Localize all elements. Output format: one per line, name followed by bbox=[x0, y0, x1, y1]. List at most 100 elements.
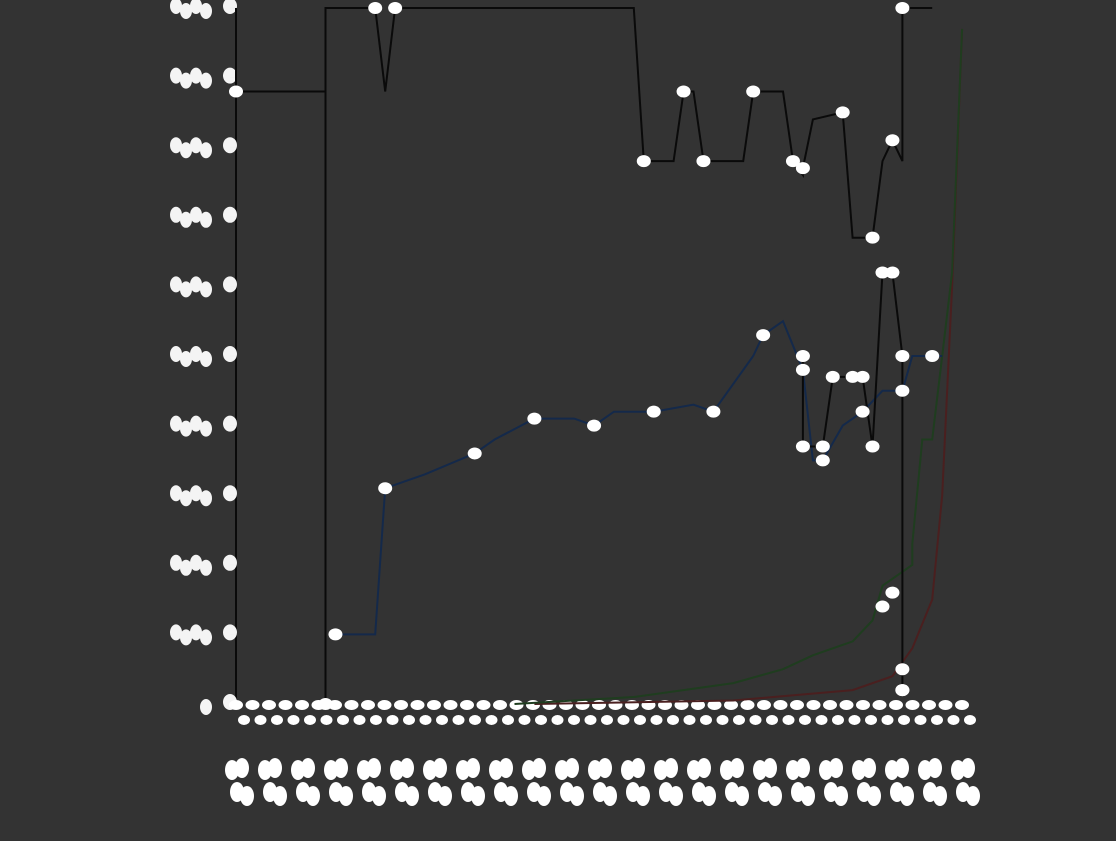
x-tick-label bbox=[324, 758, 353, 806]
x-tick-label bbox=[951, 758, 980, 806]
data-label-black bbox=[676, 85, 691, 98]
x-axis-dot bbox=[922, 700, 936, 710]
x-tick-dot bbox=[287, 715, 300, 725]
x-tick-label-glyph bbox=[697, 758, 711, 778]
x-tick-label-glyph bbox=[735, 786, 749, 806]
y-tick-label bbox=[170, 485, 237, 507]
data-label-blue bbox=[795, 363, 810, 376]
x-tick-label-glyph bbox=[669, 786, 683, 806]
x-tick-label bbox=[720, 758, 749, 806]
x-tick-label bbox=[522, 758, 551, 806]
x-tick-dot bbox=[617, 715, 630, 725]
x-tick-label-glyph bbox=[768, 786, 782, 806]
x-tick-label-glyph bbox=[532, 758, 546, 778]
y-tick-label-glyph bbox=[223, 137, 237, 154]
x-tick-dot bbox=[667, 715, 679, 725]
x-tick-label-glyph bbox=[504, 786, 518, 806]
y-tick-label-glyph bbox=[190, 624, 202, 641]
x-axis-dot bbox=[526, 700, 540, 710]
data-label-green bbox=[875, 600, 890, 613]
x-tick-label-glyph bbox=[763, 758, 777, 778]
x-tick-dot bbox=[650, 715, 663, 725]
data-label-blue bbox=[587, 419, 602, 432]
data-label-black bbox=[885, 134, 900, 147]
x-axis-dot bbox=[724, 700, 738, 710]
x-tick-label-glyph bbox=[438, 786, 452, 806]
y-tick-label-glyph bbox=[170, 346, 182, 362]
x-tick-label-glyph bbox=[966, 786, 980, 806]
x-tick-label-glyph bbox=[862, 758, 876, 778]
x-tick-dot bbox=[485, 715, 498, 725]
x-tick-label-glyph bbox=[339, 786, 353, 806]
x-tick-label bbox=[885, 758, 914, 806]
data-label-black bbox=[865, 231, 880, 244]
data-label-black bbox=[696, 155, 711, 168]
x-tick-dot bbox=[700, 715, 712, 725]
y-tick-label-glyph bbox=[223, 554, 237, 571]
x-tick-dot bbox=[320, 715, 333, 725]
y-tick-label-glyph bbox=[180, 211, 192, 228]
x-tick-dot bbox=[848, 715, 861, 725]
x-tick-label-glyph bbox=[895, 758, 909, 778]
x-tick-label-glyph bbox=[933, 786, 947, 806]
y-tick-label-glyph bbox=[223, 485, 237, 502]
x-axis-dot bbox=[806, 700, 821, 710]
y-tick-label bbox=[170, 415, 237, 437]
data-label-black bbox=[318, 698, 333, 710]
y-tick-label-glyph bbox=[170, 206, 182, 223]
y-tick-label-glyph bbox=[200, 699, 212, 715]
x-axis-dot bbox=[295, 700, 309, 710]
x-axis-dot bbox=[889, 700, 903, 710]
data-label-black bbox=[636, 155, 651, 168]
y-tick-label-glyph bbox=[170, 624, 182, 641]
y-tick-label-glyph bbox=[190, 276, 202, 293]
data-label-blue bbox=[756, 329, 771, 342]
data-label-blue bbox=[855, 405, 870, 418]
x-tick-dot bbox=[964, 715, 976, 725]
x-tick-dot bbox=[304, 715, 316, 725]
y-tick-label-glyph bbox=[180, 351, 192, 367]
x-tick-label-glyph bbox=[834, 786, 848, 806]
x-axis-dot bbox=[278, 700, 293, 710]
x-tick-dot bbox=[337, 715, 349, 725]
data-label-black bbox=[835, 106, 850, 119]
x-tick-label bbox=[291, 758, 320, 806]
x-tick-label-glyph bbox=[829, 758, 843, 778]
data-label-blue bbox=[895, 384, 910, 397]
x-tick-label-glyph bbox=[240, 786, 254, 806]
x-tick-label-glyph bbox=[796, 758, 810, 778]
x-tick-dot bbox=[881, 715, 894, 725]
y-tick-label-glyph bbox=[180, 72, 192, 89]
y-tick-label-glyph bbox=[190, 485, 202, 502]
data-label-black-2 bbox=[895, 350, 910, 362]
x-tick-label bbox=[852, 758, 881, 806]
series-line-black bbox=[235, 7, 933, 704]
y-tick-label bbox=[170, 137, 237, 159]
x-tick-label-glyph bbox=[636, 786, 650, 806]
y-tick-label-glyph bbox=[180, 490, 192, 507]
series-line-blue bbox=[335, 319, 943, 636]
y-tick-label-glyph bbox=[223, 415, 237, 432]
x-tick-label bbox=[621, 758, 650, 806]
y-tick-label-glyph bbox=[190, 554, 202, 571]
data-label-black bbox=[229, 85, 243, 98]
x-tick-label-glyph bbox=[565, 758, 579, 778]
y-tick-label-glyph bbox=[170, 415, 182, 432]
y-tick-label-glyph bbox=[223, 346, 237, 362]
data-label-black bbox=[895, 2, 910, 14]
y-tick-label-glyph bbox=[180, 142, 192, 159]
y-tick-label-glyph bbox=[223, 0, 237, 14]
x-tick-dot bbox=[683, 715, 696, 725]
x-axis-dot bbox=[872, 700, 887, 710]
x-tick-dot bbox=[386, 715, 399, 725]
x-tick-label-glyph bbox=[372, 786, 386, 806]
y-tick-label-glyph bbox=[190, 346, 202, 362]
x-tick-label-glyph bbox=[433, 758, 447, 778]
x-tick-dot bbox=[733, 715, 745, 725]
data-label-black-2 bbox=[795, 350, 810, 362]
y-tick-label-glyph bbox=[223, 624, 237, 641]
x-tick-label-glyph bbox=[928, 758, 942, 778]
data-label-blue bbox=[706, 405, 721, 418]
data-label-black bbox=[388, 2, 403, 14]
